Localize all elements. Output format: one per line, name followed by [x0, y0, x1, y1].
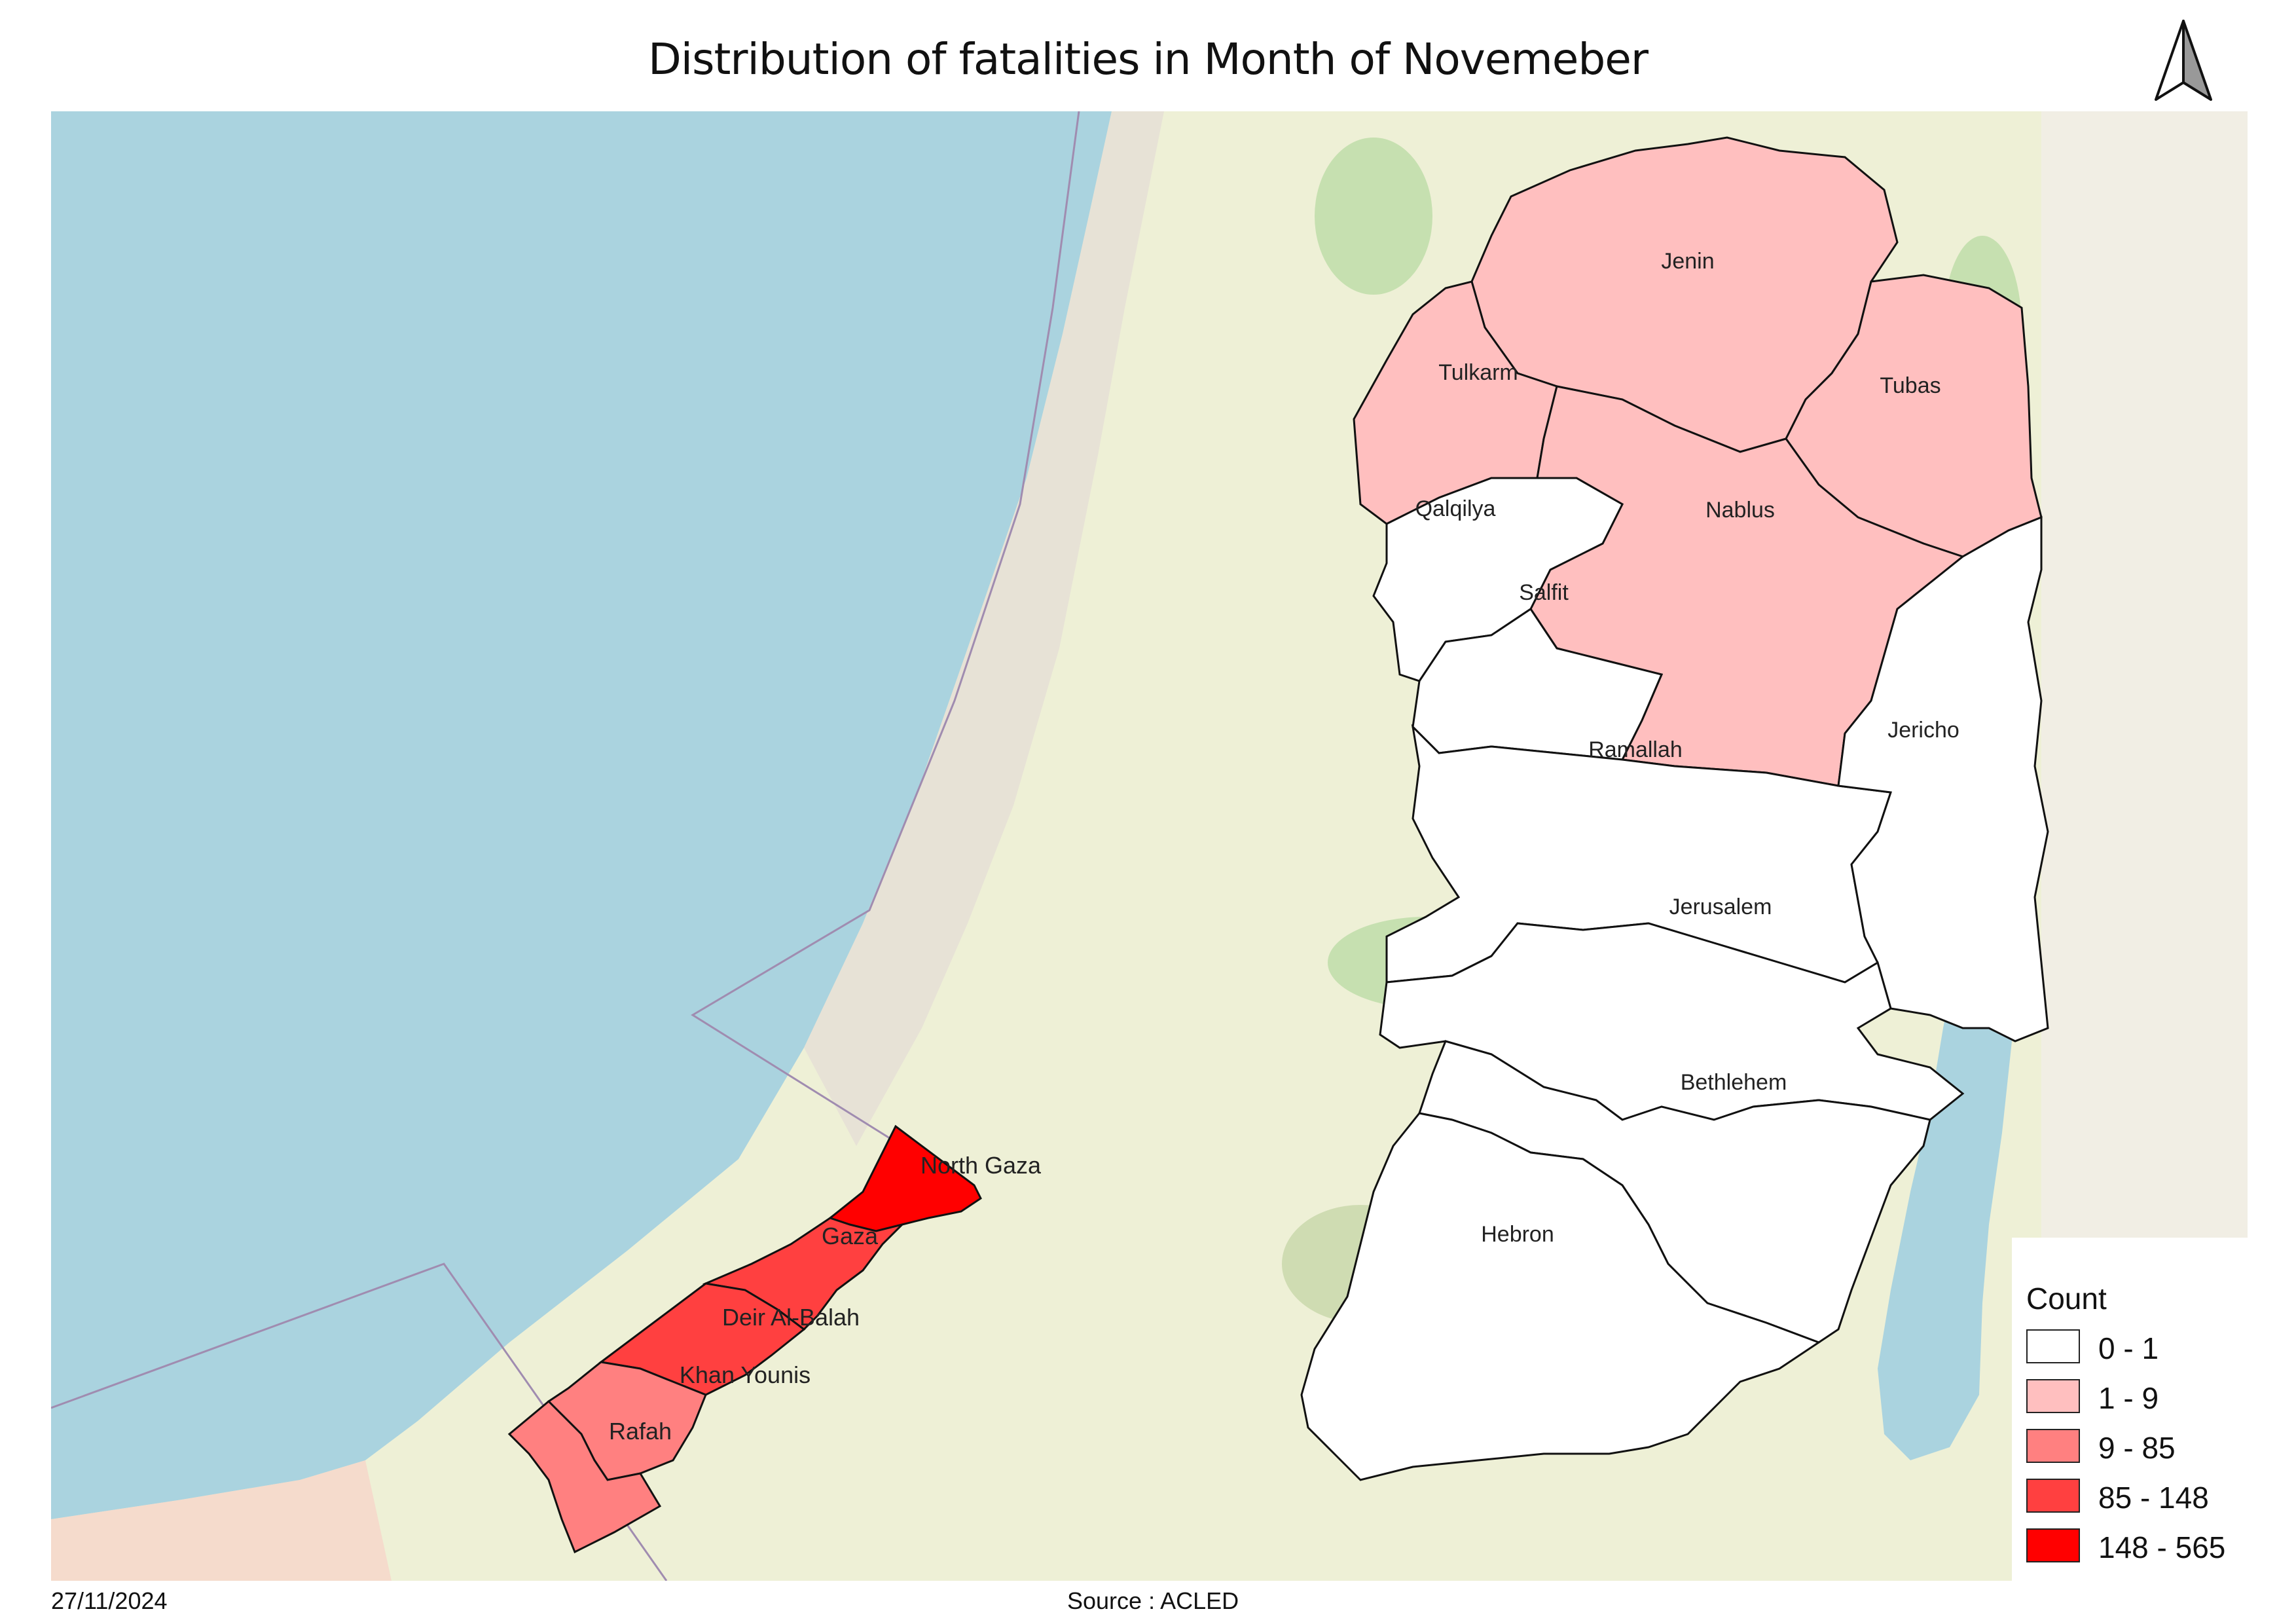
region-label-tubas: Tubas — [1880, 373, 1941, 398]
region-label-ramallah: Ramallah — [1588, 737, 1683, 762]
region-label-tulkarm: Tulkarm — [1438, 360, 1518, 385]
sinai-area — [51, 1460, 392, 1581]
region-label-north-gaza: North Gaza — [920, 1152, 1042, 1179]
region-label-salfit: Salfit — [1519, 580, 1569, 605]
region-label-gaza: Gaza — [822, 1223, 879, 1249]
region-label-rafah: Rafah — [609, 1418, 672, 1445]
coastal-urban-area — [804, 111, 1164, 1146]
map-date: 27/11/2024 — [51, 1587, 168, 1614]
north-arrow-icon — [2155, 20, 2212, 101]
sea — [51, 111, 1112, 1519]
region-rafah[interactable] — [507, 1399, 662, 1554]
region-label-khan-younis: Khan Younis — [680, 1361, 811, 1388]
legend-swatch — [2026, 1379, 2080, 1413]
map-frame[interactable]: Jenin Tulkarm Tubas Nablus Qalqilya Salf… — [51, 111, 2248, 1581]
legend-label: 0 - 1 — [2098, 1331, 2159, 1365]
region-label-jericho: Jericho — [1887, 718, 1959, 743]
map-legend: Count 0 - 1 1 - 9 9 - 85 85 - 148 148 - … — [2012, 1238, 2249, 1581]
maritime-boundary — [691, 111, 1080, 1147]
map-source: Source : ACLED — [1067, 1587, 1239, 1614]
legend-label: 85 - 148 — [2098, 1481, 2209, 1515]
forest-area — [1315, 138, 1432, 295]
region-label-jerusalem: Jerusalem — [1669, 895, 1772, 919]
legend-swatch — [2026, 1329, 2080, 1363]
map-title: Distribution of fatalities in Month of N… — [647, 34, 1649, 84]
region-label-nablus: Nablus — [1705, 498, 1775, 523]
legend-label: 148 - 565 — [2098, 1530, 2226, 1564]
region-deir-al-balah[interactable] — [598, 1282, 806, 1396]
region-label-hebron: Hebron — [1481, 1222, 1554, 1247]
dead-sea — [1878, 956, 2012, 1460]
legend-label: 9 - 85 — [2098, 1431, 2176, 1465]
region-gaza[interactable] — [702, 1217, 905, 1331]
region-label-jenin: Jenin — [1661, 249, 1714, 274]
region-label-bethlehem: Bethlehem — [1681, 1070, 1787, 1095]
legend-swatch — [2026, 1528, 2080, 1562]
region-north-gaza[interactable] — [828, 1124, 982, 1232]
legend-title: Count — [2026, 1282, 2107, 1316]
legend-swatch — [2026, 1429, 2080, 1463]
region-label-qalqilya: Qalqilya — [1415, 496, 1496, 521]
legend-swatch — [2026, 1479, 2080, 1513]
region-label-deir-al-balah: Deir Al-Balah — [722, 1304, 860, 1331]
region-hebron[interactable] — [1300, 1112, 1821, 1481]
map-canvas[interactable]: Jenin Tulkarm Tubas Nablus Qalqilya Salf… — [51, 111, 2248, 1581]
legend-label: 1 - 9 — [2098, 1381, 2159, 1415]
